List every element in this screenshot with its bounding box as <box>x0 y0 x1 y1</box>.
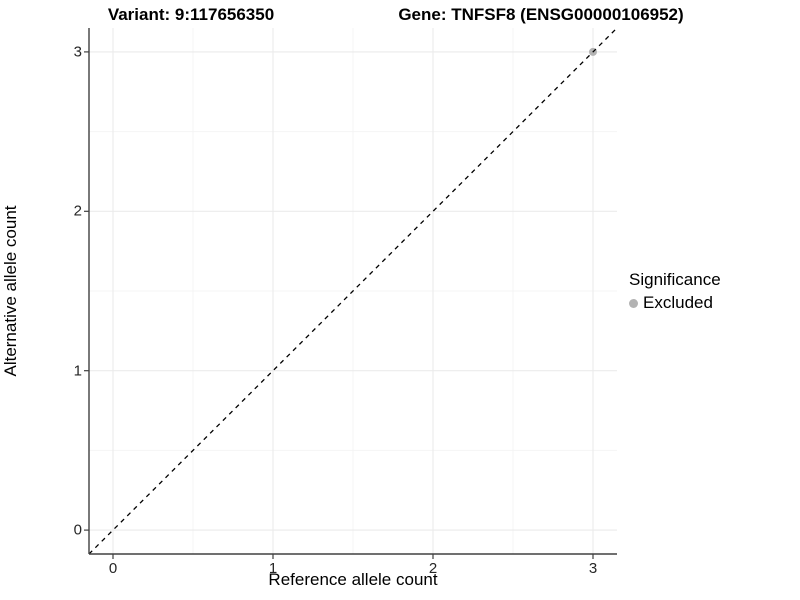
x-tick-label-1: 1 <box>268 560 278 577</box>
legend-item-excluded: Excluded <box>629 293 721 313</box>
y-tick-label-3: 3 <box>73 43 82 61</box>
identity-line <box>88 27 618 555</box>
legend-title: Significance <box>629 270 721 289</box>
gene-title: Gene: TNFSF8 (ENSG00000106952) <box>398 5 684 24</box>
y-tick-label-1: 1 <box>73 362 82 380</box>
excluded-point-icon <box>629 298 638 308</box>
x-axis-title: Reference allele count <box>268 570 438 589</box>
y-tick-label-2: 2 <box>73 202 82 220</box>
legend-item-label: Excluded <box>643 293 713 312</box>
x-tick-label-2: 2 <box>428 560 438 577</box>
y-axis-title: Alternative allele count <box>1 205 20 377</box>
x-tick-label-0: 0 <box>108 560 118 577</box>
x-tick-label-3: 3 <box>588 560 598 577</box>
variant-title: Variant: 9:117656350 <box>107 5 275 24</box>
legend: Significance Excluded <box>629 270 721 313</box>
y-tick-label-0: 0 <box>73 521 82 539</box>
